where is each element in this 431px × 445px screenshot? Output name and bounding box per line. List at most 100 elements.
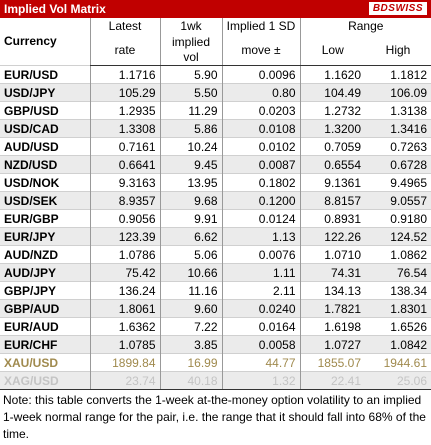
currency-cell: GBP/JPY	[0, 281, 90, 300]
value-cell: 1.32	[221, 371, 300, 390]
value-cell: 0.7059	[299, 137, 365, 156]
value-cell: 1.13	[221, 227, 300, 246]
value-cell: 0.0058	[221, 335, 300, 354]
currency-cell: EUR/GBP	[0, 209, 90, 228]
currency-cell: EUR/JPY	[0, 227, 90, 246]
title: Implied Vol Matrix	[4, 2, 106, 16]
table-row: EUR/CHF 1.0785 3.85 0.0058 1.0727 1.0842	[0, 335, 431, 354]
value-cell: 124.52	[365, 227, 431, 246]
table-row: AUD/NZD 1.0786 5.06 0.0076 1.0710 1.0862	[0, 245, 431, 264]
value-cell: 25.06	[365, 371, 431, 390]
currency-cell: EUR/AUD	[0, 317, 90, 336]
header-cell: 1wk	[159, 18, 222, 35]
value-cell: 1.0727	[299, 335, 365, 354]
value-cell: 1.0862	[365, 245, 431, 264]
value-cell: 1.3308	[89, 119, 160, 138]
table-row: USD/JPY 105.29 5.50 0.80 104.49 106.09	[0, 83, 431, 102]
currency-cell: EUR/CHF	[0, 335, 90, 354]
value-cell: 8.9357	[89, 191, 160, 210]
value-cell: 0.0096	[221, 65, 300, 84]
value-cell: 1.1620	[299, 65, 365, 84]
value-cell: 9.45	[159, 155, 222, 174]
value-cell: 6.62	[159, 227, 222, 246]
value-cell: 8.8157	[299, 191, 365, 210]
value-cell: 9.91	[159, 209, 222, 228]
table-row: USD/SEK 8.9357 9.68 0.1200 8.8157 9.0557	[0, 191, 431, 210]
value-cell: 1.0786	[89, 245, 160, 264]
currency-cell: GBP/USD	[0, 101, 90, 120]
value-cell: 11.29	[159, 101, 222, 120]
value-cell: 10.24	[159, 137, 222, 156]
value-cell: 5.50	[159, 83, 222, 102]
currency-cell: AUD/JPY	[0, 263, 90, 282]
value-cell: 10.66	[159, 263, 222, 282]
value-cell: 40.18	[159, 371, 222, 390]
header-cell: Implied 1 SD	[221, 18, 300, 35]
value-cell: 0.0203	[221, 101, 300, 120]
value-cell: 0.6728	[365, 155, 431, 174]
value-cell: 1.7821	[299, 299, 365, 318]
value-cell: 105.29	[89, 83, 160, 102]
value-cell: 23.74	[89, 371, 160, 390]
value-cell: 7.22	[159, 317, 222, 336]
value-cell: 1.6362	[89, 317, 160, 336]
value-cell: 1899.84	[89, 353, 160, 372]
currency-cell: USD/JPY	[0, 83, 90, 102]
table-row: USD/NOK 9.3163 13.95 0.1802 9.1361 9.4965	[0, 173, 431, 192]
value-cell: 106.09	[365, 83, 431, 102]
table-row: XAG/USD 23.74 40.18 1.32 22.41 25.06	[0, 371, 431, 390]
value-cell: 0.0102	[221, 137, 300, 156]
value-cell: 136.24	[89, 281, 160, 300]
value-cell: 0.0124	[221, 209, 300, 228]
table-row: EUR/GBP 0.9056 9.91 0.0124 0.8931 0.9180	[0, 209, 431, 228]
value-cell: 1.3416	[365, 119, 431, 138]
vol-table: Currency Latest 1wk Implied 1 SD Range r…	[0, 18, 431, 390]
header-cell: Low	[299, 35, 365, 66]
value-cell: 5.90	[159, 65, 222, 84]
table-row: EUR/USD 1.1716 5.90 0.0096 1.1620 1.1812	[0, 65, 431, 84]
table-head: Currency Latest 1wk Implied 1 SD Range r…	[0, 18, 431, 66]
value-cell: 3.85	[159, 335, 222, 354]
value-cell: 75.42	[89, 263, 160, 282]
value-cell: 0.6641	[89, 155, 160, 174]
value-cell: 9.0557	[365, 191, 431, 210]
title-bar: Implied Vol Matrix BDSWISS	[0, 0, 431, 18]
value-cell: 0.0240	[221, 299, 300, 318]
value-cell: 1.2935	[89, 101, 160, 120]
value-cell: 1.8061	[89, 299, 160, 318]
table-row: AUD/USD 0.7161 10.24 0.0102 0.7059 0.7263	[0, 137, 431, 156]
value-cell: 0.0087	[221, 155, 300, 174]
value-cell: 1855.07	[299, 353, 365, 372]
value-cell: 1.1812	[365, 65, 431, 84]
value-cell: 1.6198	[299, 317, 365, 336]
value-cell: 0.9056	[89, 209, 160, 228]
value-cell: 0.1802	[221, 173, 300, 192]
currency-cell: USD/CAD	[0, 119, 90, 138]
value-cell: 1.0842	[365, 335, 431, 354]
value-cell: 5.86	[159, 119, 222, 138]
value-cell: 0.6554	[299, 155, 365, 174]
value-cell: 134.13	[299, 281, 365, 300]
header-cell: Currency	[4, 34, 57, 48]
value-cell: 9.68	[159, 191, 222, 210]
value-cell: 2.11	[221, 281, 300, 300]
currency-cell: USD/SEK	[0, 191, 90, 210]
header-cell: move ±	[221, 35, 300, 66]
value-cell: 138.34	[365, 281, 431, 300]
table-row: USD/CAD 1.3308 5.86 0.0108 1.3200 1.3416	[0, 119, 431, 138]
value-cell: 44.77	[221, 353, 300, 372]
value-cell: 122.26	[299, 227, 365, 246]
value-cell: 0.7263	[365, 137, 431, 156]
value-cell: 1.0785	[89, 335, 160, 354]
table-row: GBP/AUD 1.8061 9.60 0.0240 1.7821 1.8301	[0, 299, 431, 318]
table-row: XAU/USD 1899.84 16.99 44.77 1855.07 1944.61	[0, 353, 431, 372]
value-cell: 0.80	[221, 83, 300, 102]
table-row: GBP/JPY 136.24 11.16 2.11 134.13 138.34	[0, 281, 431, 300]
value-cell: 0.9180	[365, 209, 431, 228]
value-cell: 1.2732	[299, 101, 365, 120]
value-cell: 1.8301	[365, 299, 431, 318]
value-cell: 1.3200	[299, 119, 365, 138]
value-cell: 74.31	[299, 263, 365, 282]
value-cell: 104.49	[299, 83, 365, 102]
